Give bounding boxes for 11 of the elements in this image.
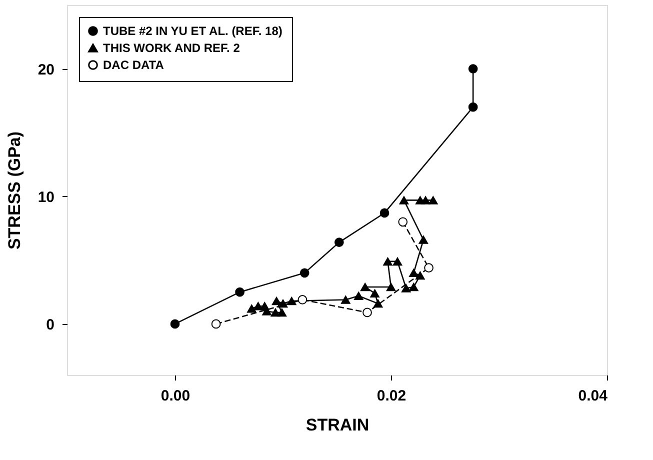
- x-tick-label: 0.02: [376, 388, 406, 404]
- y-tick-label: 20: [38, 61, 54, 78]
- y-tick-label: 10: [38, 188, 54, 206]
- legend-label: DAC DATA: [103, 58, 164, 72]
- y-tick-label: 0: [46, 316, 54, 334]
- x-tick-label: 0.00: [160, 388, 190, 404]
- legend-label: THIS WORK AND REF. 2: [103, 41, 240, 55]
- y-axis-title: STRESS (GPa): [4, 131, 24, 250]
- legend-label: TUBE #2 IN YU ET AL. (REF. 18): [103, 24, 282, 38]
- x-axis-title: STRAIN: [306, 416, 370, 434]
- x-tick-label: 0.04: [578, 388, 608, 404]
